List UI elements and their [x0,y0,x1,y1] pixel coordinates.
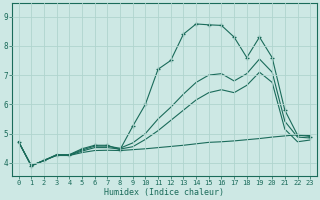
X-axis label: Humidex (Indice chaleur): Humidex (Indice chaleur) [104,188,224,197]
